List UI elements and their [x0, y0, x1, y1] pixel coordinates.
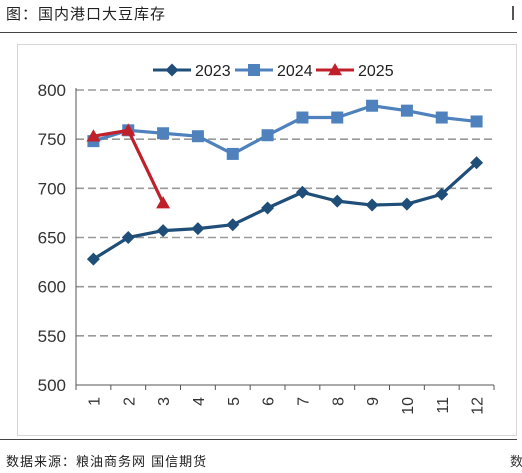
y-tick-label-550: 550 — [38, 327, 66, 346]
legend-marker-2024 — [248, 64, 260, 76]
y-tick-label-650: 650 — [38, 229, 66, 248]
x-tick-label-6: 6 — [261, 397, 278, 406]
figure-title: 图：国内港口大豆库存 — [6, 5, 167, 23]
legend-marker-2025 — [328, 63, 342, 76]
top-rule — [0, 32, 517, 33]
series-line-2024 — [92, 104, 477, 156]
x-tick-label-7: 7 — [295, 397, 312, 406]
edge-marker-bottom: 数 — [510, 455, 522, 470]
point-2024-12 — [470, 115, 483, 128]
series-layer — [86, 99, 484, 266]
chart-container: 500 550 600 650 700 750 800 1 2 3 4 5 6 7 8 9 10 11 12 202… — [17, 44, 517, 436]
point-2023-12 — [470, 156, 484, 170]
x-tick-label-1: 1 — [86, 397, 103, 406]
source-note: 数据来源：粮油商务网 国信期货 — [6, 455, 208, 470]
edge-marker — [512, 6, 522, 20]
point-2024-4 — [191, 130, 204, 143]
legend-label-2023: 2023 — [195, 63, 231, 80]
point-2024-6 — [261, 129, 274, 142]
point-2024-3 — [157, 127, 170, 140]
series-line-2023 — [92, 161, 478, 261]
point-2024-7 — [296, 111, 309, 124]
point-2023-2 — [121, 231, 135, 244]
x-tick-label-5: 5 — [226, 397, 243, 406]
point-2024-5 — [226, 147, 239, 160]
y-tick-label-600: 600 — [38, 278, 66, 297]
point-2024-9 — [366, 99, 379, 112]
legend-layer: 2023 2024 2025 — [153, 63, 394, 80]
x-tick-label-8: 8 — [330, 397, 347, 406]
x-tick-label-4: 4 — [191, 397, 208, 406]
point-2023-9 — [365, 198, 379, 212]
point-2024-11 — [435, 111, 448, 124]
point-2024-10 — [400, 104, 413, 117]
bottom-rule — [0, 439, 517, 440]
y-tick-label-500: 500 — [38, 376, 66, 395]
point-2023-7 — [295, 185, 309, 199]
point-2025-2 — [121, 123, 136, 136]
point-2023-4 — [191, 222, 205, 236]
x-tick-label-11: 11 — [435, 397, 452, 414]
point-2023-10 — [400, 197, 414, 211]
point-2023-3 — [156, 224, 170, 238]
point-2024-8 — [331, 111, 344, 124]
point-2023-8 — [330, 194, 344, 208]
x-tick-label-10: 10 — [400, 397, 417, 415]
point-2023-6 — [261, 201, 275, 215]
point-2023-5 — [226, 218, 240, 232]
x-tick-label-9: 9 — [365, 397, 382, 406]
point-2023-11 — [435, 187, 449, 201]
point-2025-3 — [156, 196, 171, 209]
legend-label-2025: 2025 — [358, 63, 394, 80]
point-2025-1 — [86, 129, 101, 142]
grid-layer — [76, 89, 494, 337]
x-tick-label-12: 12 — [470, 397, 487, 415]
y-tick-label-800: 800 — [38, 81, 66, 100]
y-tick-label-700: 700 — [38, 179, 66, 198]
series-line-2025 — [93, 128, 165, 204]
legend-label-2024: 2024 — [277, 63, 313, 80]
x-tick-label-2: 2 — [121, 397, 138, 406]
y-tick-label-750: 750 — [38, 130, 66, 149]
x-tick-label-3: 3 — [156, 397, 173, 406]
legend-marker-2023 — [165, 63, 179, 77]
point-2023-1 — [86, 252, 100, 266]
